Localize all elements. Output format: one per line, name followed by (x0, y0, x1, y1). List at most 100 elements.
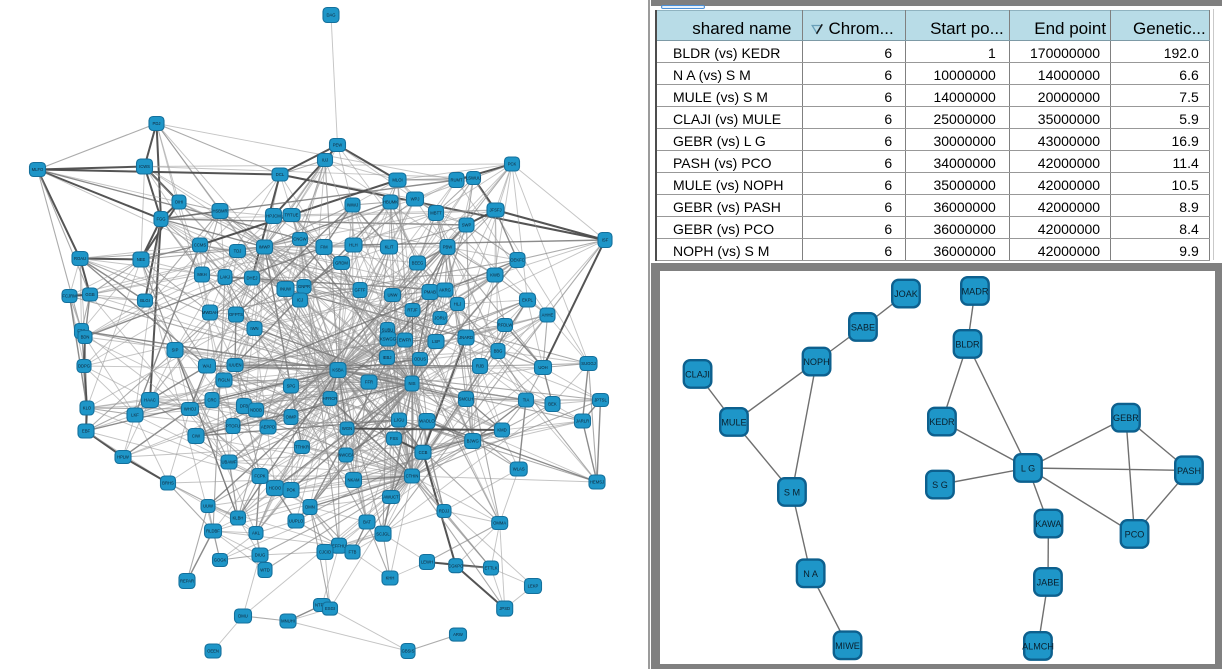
svg-text:SMCLH: SMCLH (459, 397, 474, 402)
svg-text:ARW: ARW (453, 632, 463, 637)
svg-text:ICWS: ICWS (139, 164, 150, 169)
svg-text:IEBJ: IEBJ (383, 355, 392, 360)
svg-text:FIM: FIM (320, 245, 328, 250)
svg-text:KSWGG: KSWGG (380, 337, 396, 342)
svg-text:FCPK: FCPK (254, 474, 265, 479)
svg-text:EKPL: EKPL (522, 298, 533, 303)
svg-text:UNW: UNW (387, 293, 397, 298)
svg-text:HPJCM: HPJCM (266, 214, 281, 219)
svg-text:FGG: FGG (156, 217, 165, 222)
svg-text:JPTSL: JPTSL (594, 398, 607, 403)
svg-text:KLIT: KLIT (385, 245, 394, 250)
svg-text:OEKFC: OEKFC (510, 258, 524, 263)
svg-text:WLAS: WLAS (513, 467, 525, 472)
svg-text:BJWG: BJWG (467, 439, 479, 444)
svg-text:LJGU: LJGU (394, 418, 405, 423)
svg-text:IWN: IWN (250, 326, 258, 331)
svg-text:JARLR: JARLR (576, 419, 589, 424)
svg-text:LEWH: LEWH (421, 560, 433, 565)
svg-text:BLGI: BLGI (140, 298, 150, 303)
svg-text:KMD: KMD (497, 428, 506, 433)
svg-text:NEE: NEE (137, 257, 146, 262)
svg-text:BEEG: BEEG (412, 261, 424, 266)
svg-text:TRTUE: TRTUE (285, 213, 299, 218)
svg-text:CCB: CCB (419, 450, 428, 455)
svg-text:LAKJ: LAKJ (220, 275, 230, 280)
svg-text:WAJ: WAJ (203, 364, 212, 369)
svg-text:OEEN: OEEN (207, 649, 219, 654)
svg-text:LSP: LSP (432, 339, 440, 344)
svg-text:KSBA: KSBA (332, 368, 343, 373)
svg-text:LKF: LKF (131, 413, 139, 418)
svg-text:RUMT: RUMT (450, 178, 463, 183)
svg-text:AEPPD: AEPPD (261, 425, 275, 430)
svg-text:KHH: KHH (386, 576, 395, 581)
svg-text:S M: S M (784, 487, 800, 497)
svg-text:SABE: SABE (851, 322, 875, 332)
svg-text:GNPR: GNPR (298, 284, 310, 289)
svg-text:HLH: HLH (349, 243, 357, 248)
svg-text:BLDR: BLDR (955, 339, 980, 349)
svg-text:MIWE: MIWE (835, 641, 860, 651)
svg-text:BEK: BEK (548, 402, 557, 407)
svg-text:DCL: DCL (276, 172, 285, 177)
svg-text:UUW: UUW (203, 504, 213, 509)
svg-text:AKRG: AKRG (439, 288, 451, 293)
svg-text:PBW: PBW (443, 245, 453, 250)
svg-text:BRHS: BRHS (162, 481, 174, 486)
svg-text:RLDBF: RLDBF (206, 529, 220, 534)
svg-text:N A: N A (803, 569, 819, 579)
svg-text:IUJ: IUJ (322, 158, 328, 163)
svg-text:JFSFJ: JFSFJ (489, 208, 501, 213)
svg-text:DMU: DMU (238, 614, 248, 619)
svg-text:GOGK: GOGK (214, 558, 227, 563)
svg-text:BDN: BDN (81, 335, 90, 340)
svg-text:MULE: MULE (721, 417, 746, 427)
svg-text:UUPLO: UUPLO (289, 519, 304, 524)
svg-text:JOAK: JOAK (894, 289, 918, 299)
svg-text:RTJF: RTJF (407, 308, 418, 313)
svg-text:PEW: PEW (333, 143, 343, 148)
svg-text:PMAB: PMAB (424, 290, 436, 295)
svg-text:MKH: MKH (197, 272, 206, 277)
svg-text:ALMCH: ALMCH (1022, 641, 1054, 651)
svg-text:SWP: SWP (462, 223, 472, 228)
svg-text:SUGGJ: SUGGJ (581, 361, 595, 366)
svg-text:PCK: PCK (508, 162, 517, 167)
svg-text:EFFHU: EFFHU (332, 543, 346, 548)
svg-text:FFR: FFR (365, 380, 373, 385)
svg-text:EBF: EBF (82, 429, 91, 434)
svg-text:UOH: UOH (538, 365, 547, 370)
svg-text:NIS: NIS (409, 381, 416, 386)
svg-text:JNARD: JNARD (459, 335, 473, 340)
svg-text:KWB: KWB (490, 273, 500, 278)
svg-text:JABE: JABE (1037, 577, 1060, 587)
svg-text:KEDR: KEDR (929, 417, 955, 427)
svg-text:JORU: JORU (434, 316, 445, 321)
svg-text:WHOJ: WHOJ (184, 407, 196, 412)
svg-text:TTHKR: TTHKR (295, 445, 309, 450)
svg-text:ETTLK: ETTLK (484, 566, 497, 571)
svg-text:NDDB: NDDB (250, 408, 262, 413)
svg-text:L G: L G (1021, 463, 1035, 473)
svg-text:FCJRM: FCJRM (62, 294, 77, 299)
svg-text:PDJ: PDJ (153, 121, 161, 126)
svg-text:HFRCR: HFRCR (323, 396, 338, 401)
svg-text:OIMP: OIMP (286, 415, 297, 420)
svg-text:JPSD: JPSD (499, 606, 510, 611)
svg-text:PCO: PCO (1125, 529, 1145, 539)
svg-text:OIHI: OIHI (175, 200, 184, 205)
svg-text:TDJ: TDJ (234, 249, 242, 254)
svg-text:CNGW: CNGW (293, 237, 306, 242)
svg-text:GGB: GGB (85, 292, 95, 297)
svg-text:MLFO: MLFO (32, 167, 44, 172)
svg-text:RDJJ: RDJJ (439, 509, 449, 514)
svg-text:FSS: FSS (390, 436, 398, 441)
svg-text:IWWJ: IWWJ (347, 203, 358, 208)
svg-text:AWUCT: AWUCT (383, 495, 399, 500)
svg-text:WTD: WTD (260, 568, 270, 573)
svg-text:MLOI: MLOI (392, 178, 402, 183)
svg-text:MWDAH: MWDAH (202, 310, 218, 315)
svg-text:ESGI: ESGI (325, 606, 335, 611)
svg-text:AHHE: AHHE (542, 313, 554, 318)
